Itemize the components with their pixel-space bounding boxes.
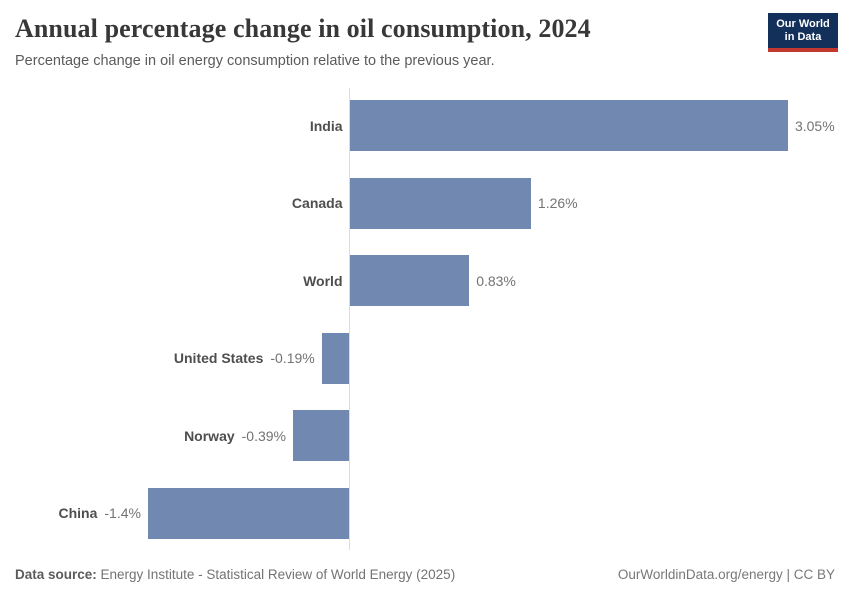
bar-category-label: China bbox=[58, 505, 98, 521]
bar-china[interactable] bbox=[147, 487, 349, 539]
bar-labels-group: Norway -0.39% bbox=[184, 428, 286, 444]
bar-labels-group: China -1.4% bbox=[59, 505, 141, 521]
bar-value-label: 1.26% bbox=[537, 195, 578, 211]
license-link[interactable]: OurWorldinData.org/energy | CC BY bbox=[617, 567, 835, 582]
owid-logo-box: Our World in Data bbox=[768, 13, 838, 48]
bar-category-label: Norway bbox=[184, 427, 235, 444]
chart-footer: Data source: Energy Institute - Statisti… bbox=[15, 567, 835, 582]
bar-labels-group: United States -0.19% bbox=[174, 350, 315, 366]
bar-value-label: -0.39% bbox=[241, 427, 286, 444]
bar-canada[interactable] bbox=[350, 177, 531, 229]
chart-title: Annual percentage change in oil consumpt… bbox=[15, 14, 591, 43]
data-source-text: Energy Institute - Statistical Review of… bbox=[96, 567, 456, 582]
bar-category-label: World bbox=[303, 272, 343, 289]
owid-logo-line1: Our World bbox=[776, 17, 830, 30]
owid-logo-line2: in Data bbox=[784, 30, 822, 43]
data-source-note: Data source: Energy Institute - Statisti… bbox=[15, 567, 455, 582]
bar-category-label: India bbox=[309, 117, 343, 134]
bar-category-label: United States bbox=[173, 350, 264, 366]
bar-value-label: -0.19% bbox=[270, 350, 315, 366]
bar-value-label: -1.4% bbox=[104, 505, 141, 521]
bar-category-label: Canada bbox=[291, 195, 343, 211]
chart-subtitle: Percentage change in oil energy consumpt… bbox=[15, 53, 495, 69]
data-source-label: Data source: bbox=[15, 567, 97, 582]
owid-logo[interactable]: Our World in Data bbox=[768, 13, 838, 52]
bar-value-label: 3.05% bbox=[794, 117, 835, 134]
bar-norway[interactable] bbox=[292, 410, 349, 461]
bar-value-label: 0.83% bbox=[476, 272, 516, 289]
bar-india[interactable] bbox=[350, 100, 788, 151]
zero-axis-line bbox=[349, 88, 350, 550]
bar-world[interactable] bbox=[350, 255, 470, 306]
owid-logo-accent-bar bbox=[768, 48, 838, 52]
bar-united-states[interactable] bbox=[321, 332, 349, 384]
